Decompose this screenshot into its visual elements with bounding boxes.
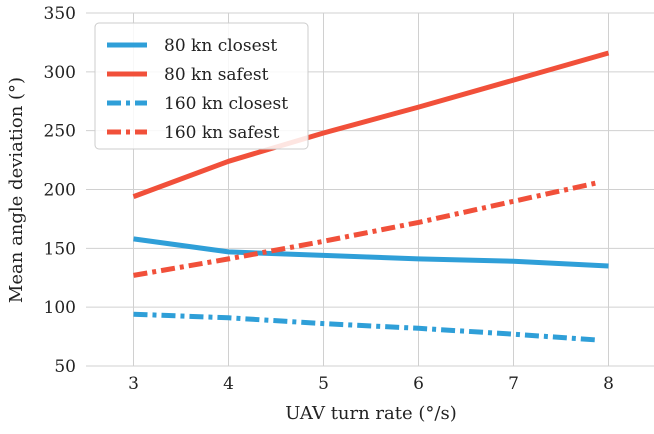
series-line-80-kn-safest <box>132 50 610 199</box>
y-tick-label: 250 <box>44 122 76 142</box>
series-lines <box>132 50 610 343</box>
y-tick-label: 350 <box>44 4 76 24</box>
x-axis-label: UAV turn rate (°/s) <box>285 403 456 424</box>
legend-label-80-kn-closest: 80 kn closest <box>164 36 277 56</box>
y-axis-label: Mean angle deviation (°) <box>6 77 27 303</box>
x-tick-label: 5 <box>318 374 329 394</box>
y-axis-ticks: 50 100 150 200 250 300 350 <box>44 4 76 377</box>
y-tick-label: 50 <box>54 357 76 377</box>
y-tick-label: 150 <box>44 239 76 259</box>
x-tick-label: 4 <box>223 374 234 394</box>
legend: 80 kn closest 80 kn safest 160 kn closest 1… <box>94 22 309 150</box>
legend-label-160-kn-closest: 160 kn closest <box>164 94 288 114</box>
y-tick-label: 300 <box>44 63 76 83</box>
y-tick-label: 100 <box>44 298 76 318</box>
series-line-80-kn-closest <box>133 236 609 269</box>
x-tick-label: 7 <box>508 374 519 394</box>
x-tick-label: 6 <box>413 374 424 394</box>
y-tick-label: 200 <box>44 181 76 201</box>
x-axis-ticks: 3 4 5 6 7 8 <box>128 374 614 394</box>
legend-box <box>94 22 309 150</box>
series-line-160-kn-closest <box>133 311 600 343</box>
series-line-160-kn-safest <box>133 179 600 278</box>
legend-label-80-kn-safest: 80 kn safest <box>164 65 269 85</box>
legend-label-160-kn-safest: 160 kn safest <box>164 123 279 143</box>
x-tick-label: 8 <box>603 374 614 394</box>
x-tick-label: 3 <box>128 374 139 394</box>
